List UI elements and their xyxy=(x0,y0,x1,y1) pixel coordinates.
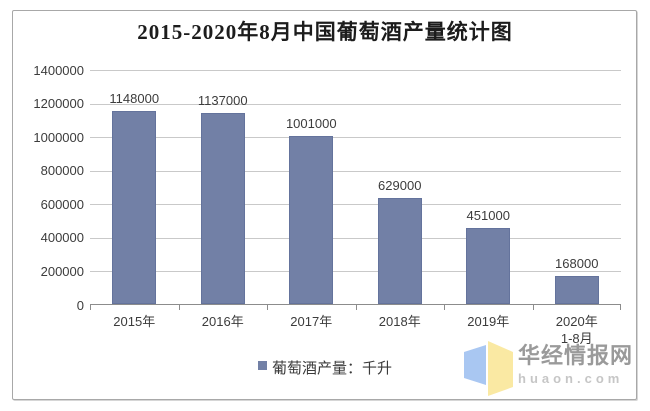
y-axis-tick-label: 0 xyxy=(76,297,84,313)
y-axis-tick-label: 1200000 xyxy=(33,96,84,112)
watermark-text: 华经情报网 huaon.com xyxy=(518,340,633,386)
bar-value-label: 1001000 xyxy=(285,116,337,131)
x-axis-tick xyxy=(178,305,180,310)
watermark: 华经情报网 huaon.com xyxy=(462,340,633,397)
legend-label: 葡萄酒产量：千升 xyxy=(271,360,392,377)
x-axis-category-label: 2019年 xyxy=(467,314,510,329)
gridline xyxy=(90,170,621,172)
y-axis-tick-label: 1000000 xyxy=(33,129,84,145)
gridline xyxy=(90,204,621,206)
y-axis-tick-label: 200000 xyxy=(40,263,84,279)
watermark-site-domain: huaon.com xyxy=(518,371,624,386)
bar-value-label: 1148000 xyxy=(109,91,160,107)
x-axis-category-label: 2017年 xyxy=(290,314,333,329)
x-axis-tick xyxy=(355,305,357,310)
gridline xyxy=(90,70,621,71)
bar xyxy=(377,198,422,304)
x-axis-tick xyxy=(532,305,534,310)
bar xyxy=(554,275,599,304)
x-axis-tick xyxy=(444,305,445,310)
x-axis-tick xyxy=(620,305,621,310)
bar xyxy=(466,228,511,304)
x-axis-tick xyxy=(90,305,91,310)
gridline xyxy=(90,103,621,105)
y-axis-tick-label: 800000 xyxy=(40,163,84,179)
y-axis-tick-label: 400000 xyxy=(40,230,84,246)
gridline xyxy=(90,271,621,273)
bar-value-label: 168000 xyxy=(555,255,599,271)
bar-value-label: 451000 xyxy=(466,208,510,224)
bar-value-label: 629000 xyxy=(378,178,422,194)
bar xyxy=(289,136,334,304)
bar xyxy=(200,113,245,304)
plot-area: 1400000 1200000 1000000 800000 600000 400000 2… xyxy=(33,63,621,346)
x-axis-category-label: 2015年 xyxy=(113,314,156,329)
x-axis-category-label: 2018年 xyxy=(378,314,421,329)
legend-swatch-icon xyxy=(257,361,267,370)
x-axis-category-label: 2016年 xyxy=(201,314,244,329)
huaon-logo-icon xyxy=(464,341,513,396)
x-axis-category-label: 2020年 1-8月 xyxy=(555,314,598,346)
bar-value-label: 1137000 xyxy=(197,93,248,109)
chart-title: 2015-2020年8月中国葡萄酒产量统计图 xyxy=(137,20,513,44)
watermark-site-name: 华经情报网 xyxy=(518,343,634,368)
y-axis-tick-label: 600000 xyxy=(40,196,84,212)
gridline xyxy=(90,137,621,139)
legend: 葡萄酒产量：千升 xyxy=(0,357,650,378)
gridline xyxy=(90,237,621,239)
x-axis-tick xyxy=(267,305,268,310)
bar xyxy=(112,111,157,304)
y-axis-tick-label: 1400000 xyxy=(33,62,84,78)
x-axis-line xyxy=(90,304,621,305)
